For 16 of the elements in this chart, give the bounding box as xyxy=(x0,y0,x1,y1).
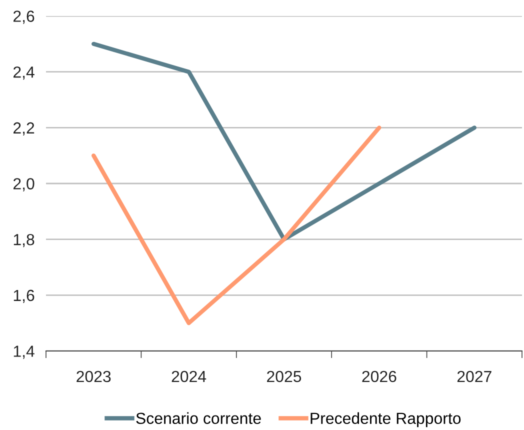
legend-label: Scenario corrente xyxy=(136,412,261,424)
y-tick-label: 1,6 xyxy=(14,290,34,303)
x-tick-label: 2025 xyxy=(267,370,302,382)
y-tick-label: 1,4 xyxy=(14,346,34,359)
line-series xyxy=(92,126,382,326)
y-tick-label: 2,0 xyxy=(13,178,34,192)
y-tick-label: 2,6 xyxy=(13,10,34,24)
y-tick-label: 2,4 xyxy=(13,66,34,80)
x-tick-label: 2027 xyxy=(457,370,492,382)
x-tick-label: 2024 xyxy=(172,370,206,382)
line-series xyxy=(92,42,476,242)
x-tick-label: 2023 xyxy=(76,370,111,382)
legend-label: Precedente Rapporto xyxy=(310,412,461,428)
y-tick-label: 1,8 xyxy=(14,234,34,248)
y-tick-label: 2,2 xyxy=(13,122,34,136)
x-tick-label: 2026 xyxy=(362,370,396,382)
